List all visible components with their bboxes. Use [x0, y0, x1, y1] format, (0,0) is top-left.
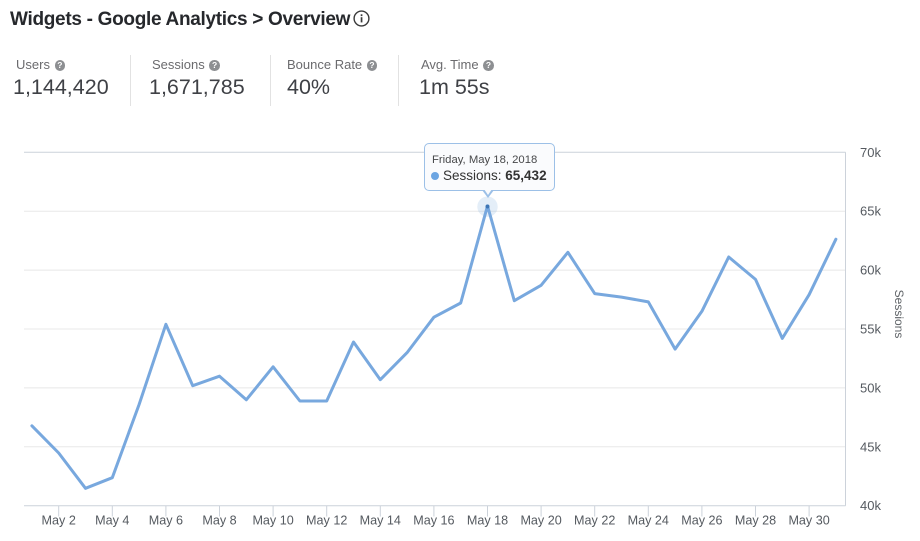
- svg-text:May 4: May 4: [95, 514, 129, 528]
- svg-text:May 28: May 28: [735, 514, 776, 528]
- svg-text:May 6: May 6: [149, 514, 183, 528]
- svg-text:50k: 50k: [860, 380, 881, 395]
- svg-text:May 16: May 16: [413, 514, 454, 528]
- svg-text:May 12: May 12: [306, 514, 347, 528]
- svg-text:May 26: May 26: [681, 514, 722, 528]
- svg-text:Sessions: Sessions: [892, 290, 906, 339]
- svg-text:May 18: May 18: [467, 514, 508, 528]
- svg-text:40k: 40k: [860, 498, 881, 513]
- svg-text:May 30: May 30: [788, 514, 829, 528]
- svg-text:55k: 55k: [860, 322, 881, 337]
- svg-text:May 10: May 10: [252, 514, 293, 528]
- svg-text:May 2: May 2: [42, 514, 76, 528]
- svg-text:60k: 60k: [860, 263, 881, 278]
- svg-text:May 24: May 24: [628, 514, 669, 528]
- svg-text:70k: 70k: [860, 145, 881, 160]
- svg-text:May 22: May 22: [574, 514, 615, 528]
- svg-text:May 8: May 8: [202, 514, 236, 528]
- svg-text:May 20: May 20: [520, 514, 561, 528]
- svg-text:65k: 65k: [860, 204, 881, 219]
- svg-text:May 14: May 14: [360, 514, 401, 528]
- svg-text:45k: 45k: [860, 439, 881, 454]
